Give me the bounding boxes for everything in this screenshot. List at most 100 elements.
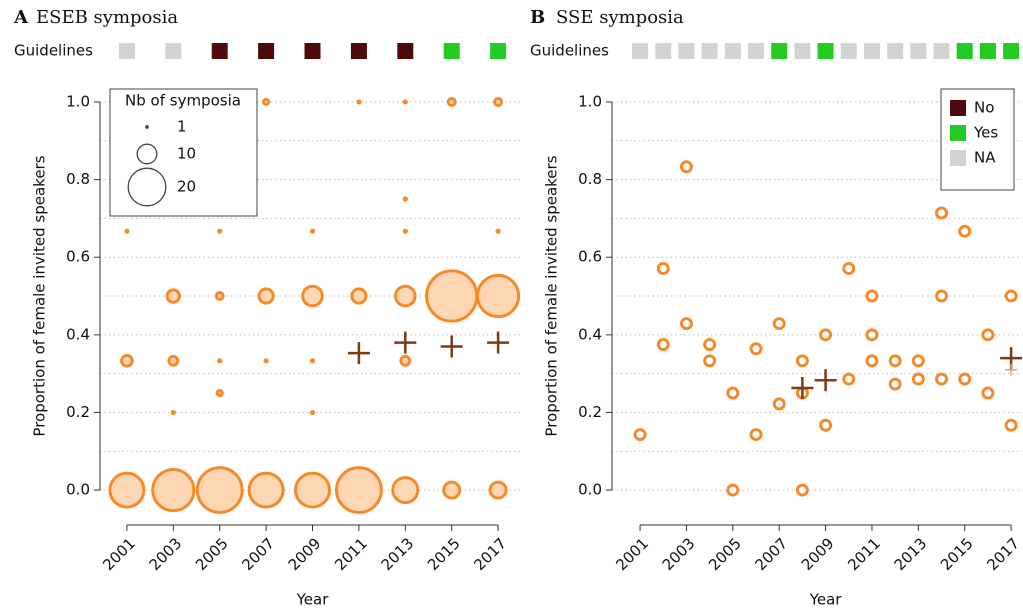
x-tick-label: 2013 <box>378 534 418 574</box>
guideline-square <box>724 43 741 59</box>
panel-title: SSE symposia <box>556 7 684 28</box>
mean-marker <box>394 331 417 354</box>
point <box>865 354 879 368</box>
point <box>309 409 316 416</box>
point <box>1004 418 1018 432</box>
point <box>679 160 693 174</box>
point <box>795 483 809 497</box>
point <box>476 273 521 319</box>
guideline-square <box>443 43 460 59</box>
point <box>214 291 225 302</box>
mean-marker <box>347 342 370 365</box>
y-tick-label: 0.2 <box>66 403 90 421</box>
point <box>167 354 180 367</box>
mean-marker <box>1005 363 1018 376</box>
x-tick-label: 2017 <box>470 534 510 574</box>
panel-letter: B <box>530 7 545 28</box>
guideline-square <box>748 43 765 59</box>
point <box>394 284 417 308</box>
guideline-square <box>956 43 973 59</box>
x-tick-label: 2005 <box>192 534 232 574</box>
point <box>309 358 316 364</box>
y-tick-label: 1.0 <box>66 92 90 110</box>
guideline-square <box>701 43 718 59</box>
x-tick-label: 2003 <box>146 534 186 574</box>
point <box>124 228 130 234</box>
y-tick-label: 0.0 <box>66 481 90 499</box>
y-tick-label: 1.0 <box>578 92 602 110</box>
guideline-square <box>211 43 228 59</box>
size-legend-circle <box>136 143 158 165</box>
point <box>726 386 740 400</box>
point <box>981 328 995 342</box>
point <box>402 99 408 105</box>
guidelines-label: Guidelines <box>530 42 609 60</box>
point <box>865 328 879 342</box>
legend-swatch <box>950 150 966 166</box>
mean-marker <box>791 377 814 400</box>
y-axis-label: Proportion of female invited speakers <box>543 155 561 436</box>
size-legend-label: 20 <box>177 178 196 196</box>
legend-label: Yes <box>973 124 998 142</box>
point <box>981 386 995 400</box>
mean-marker <box>487 331 510 354</box>
guideline-square <box>1003 43 1020 59</box>
x-tick-label: 2007 <box>238 534 278 574</box>
guideline-square <box>794 43 811 59</box>
legend-swatch <box>950 125 966 141</box>
point <box>865 289 879 303</box>
point <box>703 354 717 368</box>
guidelines-label: Guidelines <box>14 42 93 60</box>
point <box>425 269 479 323</box>
x-tick-label: 2015 <box>424 534 464 574</box>
y-tick-label: 0.6 <box>578 248 602 266</box>
y-axis-label: Proportion of female invited speakers <box>31 155 49 436</box>
guideline-square <box>771 43 788 59</box>
legend-label: No <box>974 99 994 117</box>
point <box>888 377 902 391</box>
x-axis-label: Year <box>809 591 843 609</box>
point <box>935 289 949 303</box>
point <box>356 99 362 105</box>
point <box>170 409 176 416</box>
point <box>446 96 457 107</box>
guideline-square <box>840 43 857 59</box>
size-legend-label: 10 <box>177 145 196 163</box>
x-axis-label: Year <box>296 591 330 609</box>
y-tick-label: 0.6 <box>66 248 90 266</box>
x-tick-label: 2009 <box>285 534 325 574</box>
guideline-square <box>863 43 880 59</box>
point <box>749 428 763 442</box>
legend-label: NA <box>974 149 996 167</box>
point <box>495 228 501 234</box>
point <box>703 338 717 352</box>
size-legend-circle <box>127 167 167 207</box>
y-tick-label: 0.0 <box>578 481 602 499</box>
point <box>294 471 332 509</box>
guideline-square <box>118 43 135 59</box>
point <box>165 288 182 304</box>
guideline-square <box>258 43 275 59</box>
point <box>350 287 368 305</box>
point <box>772 317 786 331</box>
point <box>151 467 196 513</box>
point <box>217 358 223 364</box>
point <box>958 372 972 386</box>
guideline-square <box>165 43 182 59</box>
size-legend-title: Nb of symposia <box>125 92 241 110</box>
point <box>391 476 420 505</box>
guideline-square <box>655 43 672 59</box>
x-tick-label: 2009 <box>798 534 838 574</box>
point <box>656 338 670 352</box>
point <box>795 354 809 368</box>
point <box>935 206 949 220</box>
size-legend-circle <box>145 125 149 129</box>
point <box>819 328 833 342</box>
panel-title: ESEB symposia <box>36 7 178 28</box>
guideline-square <box>678 43 695 59</box>
size-legend-label: 1 <box>177 118 187 136</box>
point <box>819 418 833 432</box>
x-tick-label: 2007 <box>751 534 791 574</box>
guideline-square <box>910 43 927 59</box>
